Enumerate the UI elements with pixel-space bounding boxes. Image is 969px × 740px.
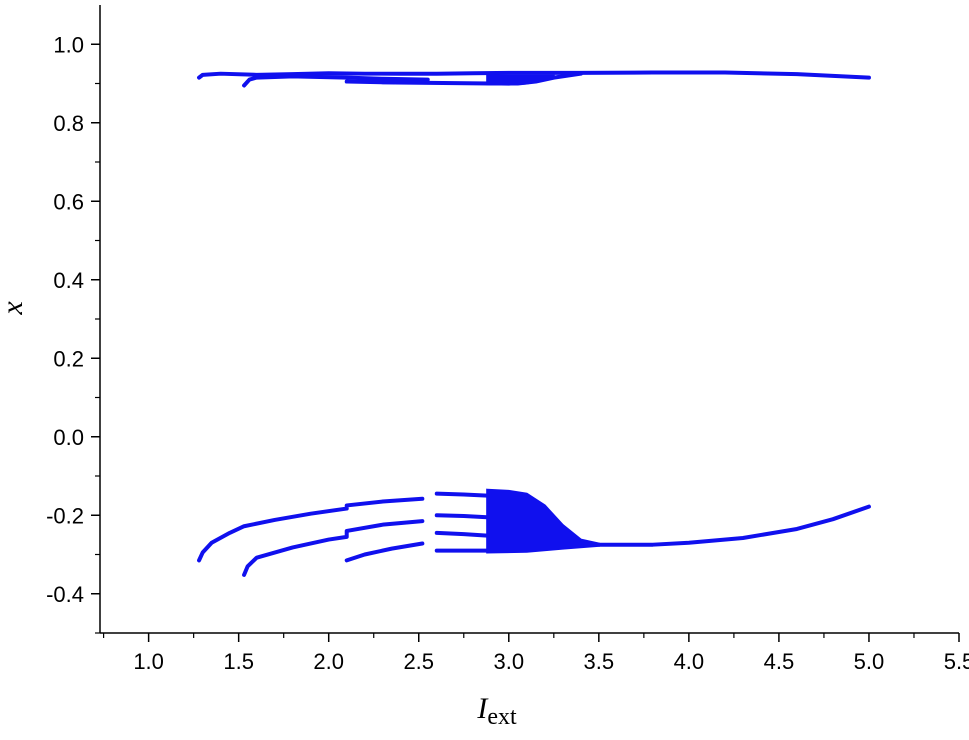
x-tick-label: 3.0	[493, 649, 524, 674]
y-tick-label: 0.0	[53, 425, 84, 450]
x-tick-label: 1.5	[223, 649, 254, 674]
y-tick-label: 0.2	[53, 346, 84, 371]
y-tick-label: 0.6	[53, 189, 84, 214]
branch-line	[434, 491, 490, 498]
branch-line	[242, 74, 430, 88]
branch-line	[344, 541, 425, 563]
x-ticks: 1.0 1.5 2.0 2.5 3.0 3.5 4.0 4.5 5.0 5.5	[103, 633, 969, 674]
x-tick-label: 2.0	[313, 649, 344, 674]
plot-area	[197, 70, 871, 577]
x-tick-label: 5.0	[854, 649, 885, 674]
y-axis-label: x	[0, 301, 29, 316]
y-tick-label: 1.0	[53, 32, 84, 57]
y-tick-label: 0.4	[53, 268, 84, 293]
y-tick-label: -0.2	[46, 503, 84, 528]
branch-line	[344, 71, 583, 86]
branch-line	[197, 70, 871, 80]
x-tick-label: 3.5	[584, 649, 615, 674]
branch-line	[434, 513, 490, 520]
y-tick-label: -0.4	[46, 582, 84, 607]
y-ticks: -0.4 -0.2 0.0 0.2 0.4 0.6 0.8 1.0	[46, 32, 100, 634]
x-tick-label: 5.5	[944, 649, 969, 674]
y-tick-label: 0.8	[53, 111, 84, 136]
chaotic-band	[486, 488, 600, 554]
branch-line	[242, 519, 425, 577]
branch-line	[569, 504, 871, 547]
branch-line	[434, 530, 490, 538]
x-tick-label: 4.0	[674, 649, 705, 674]
x-tick-label: 4.5	[764, 649, 795, 674]
x-tick-label: 2.5	[403, 649, 434, 674]
x-tick-label: 1.0	[133, 649, 164, 674]
branch-line	[197, 496, 425, 563]
x-axis-label: Iext	[476, 692, 517, 730]
